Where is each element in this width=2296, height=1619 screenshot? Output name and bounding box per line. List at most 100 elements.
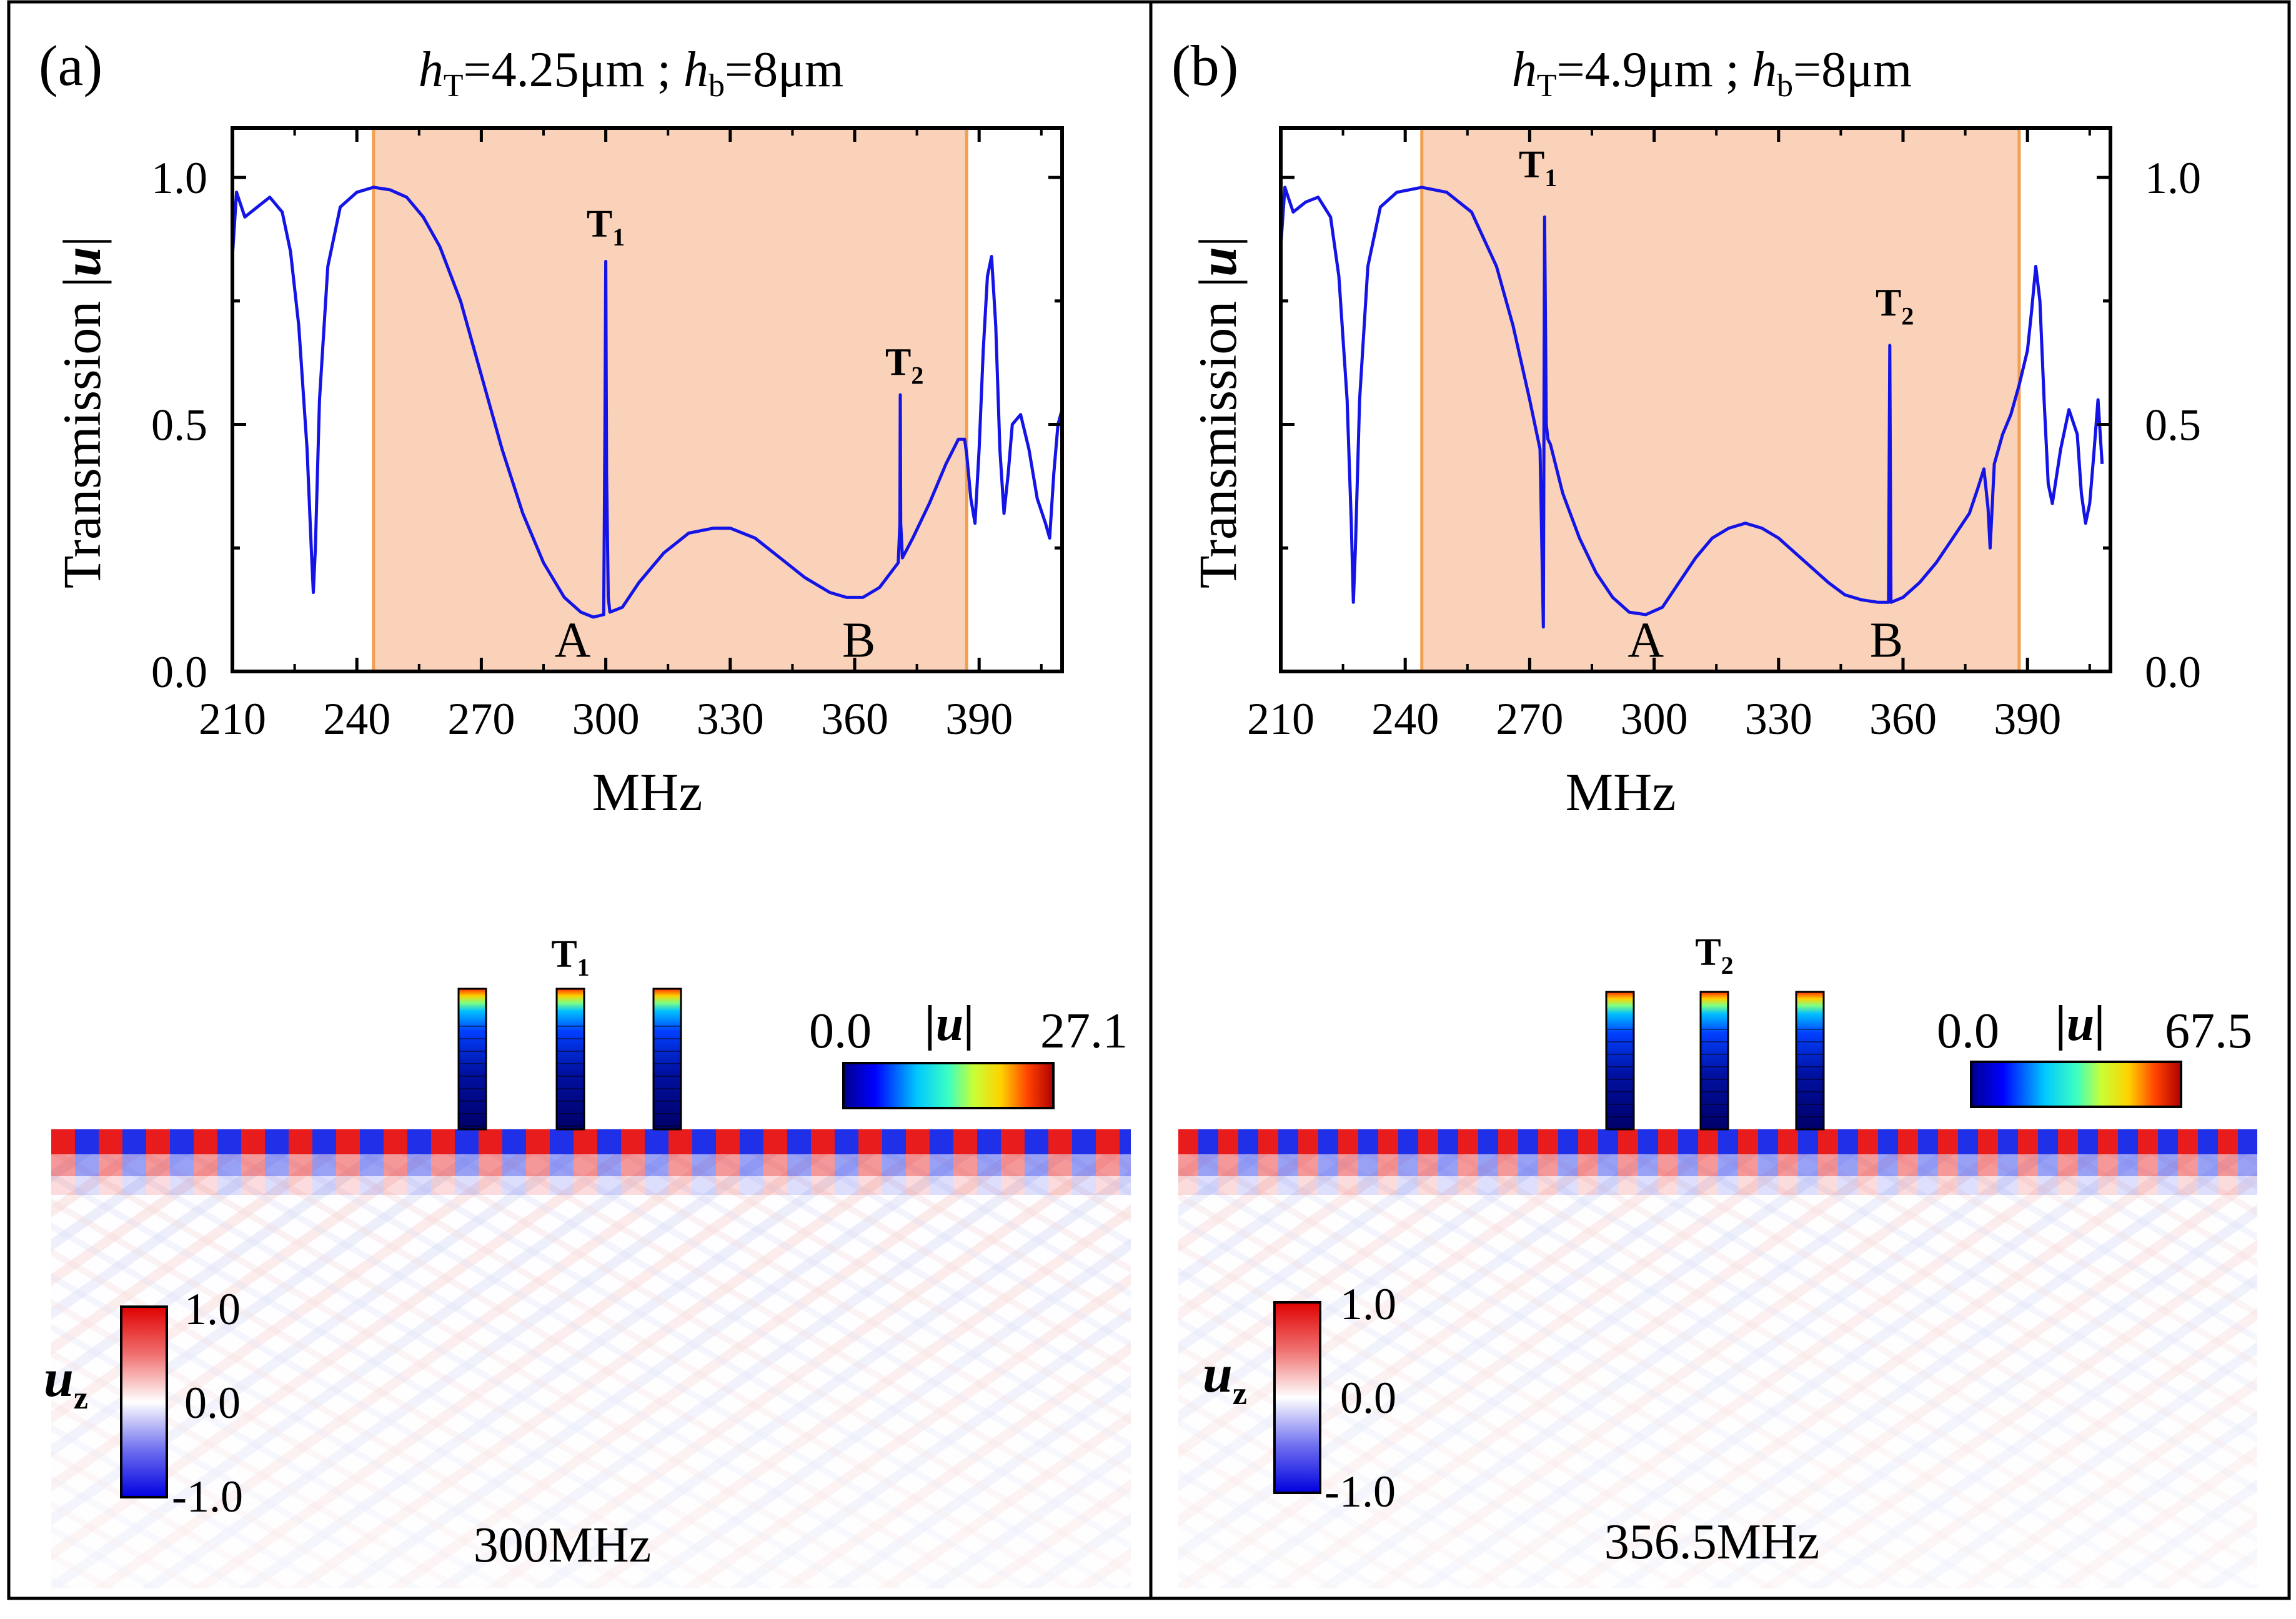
wave-cell-fade2 [1398,1176,1418,1195]
wave-cell-fade2 [2018,1176,2038,1195]
wave-cell [1458,1129,1478,1154]
wave-cell-fade [1458,1154,1478,1176]
wave-cell-fade2 [550,1176,574,1195]
wave-cell-fade [2118,1154,2138,1176]
wave-cell-fade2 [1298,1176,1318,1195]
wave-cell [2138,1129,2158,1154]
wave-cell [1198,1129,1218,1154]
wave-cell-fade2 [289,1176,312,1195]
wave-cell-fade [312,1154,336,1176]
wave-cell-fade2 [787,1176,811,1195]
wave-cell-fade2 [1518,1176,1538,1195]
wave-cell [1878,1129,1898,1154]
wave-cell-fade [241,1154,265,1176]
x-tick-label: 240 [1371,694,1439,744]
wave-cell [502,1129,526,1154]
wave-cell-fade [597,1154,621,1176]
wave-cell-fade2 [312,1176,336,1195]
pillar [1699,991,1729,1131]
wave-cell-fade [360,1154,384,1176]
wave-cell-fade [1758,1154,1778,1176]
wave-cell-fade2 [1878,1176,1898,1195]
wave-cell [455,1129,479,1154]
marker-label-t1: T1 [587,203,625,251]
y-tick-label: 1.0 [151,153,207,203]
wave-cell-fade2 [953,1176,977,1195]
wave-cell [217,1129,241,1154]
wave-cell-fade [479,1154,502,1176]
wave-cell-fade2 [1718,1176,1738,1195]
panel-title: hT=4.9μm ; hb=8μm [1512,42,1912,104]
wave-cell-fade2 [360,1176,384,1195]
wave-cell [1638,1129,1658,1154]
wave-cell-fade2 [1025,1176,1048,1195]
u-colorbar [1970,1061,2182,1108]
wave-cell [1178,1129,1198,1154]
wave-cell [1838,1129,1858,1154]
wave-cell-fade2 [431,1176,455,1195]
marker-label-t1: T1 [1519,144,1557,192]
wave-cell-fade [2138,1154,2158,1176]
wave-cell-fade2 [217,1176,241,1195]
wave-cell-fade2 [692,1176,716,1195]
wave-cell-fade2 [1798,1176,1818,1195]
wave-cell [2198,1129,2218,1154]
wave-cell-fade [621,1154,645,1176]
y-tick-label: 1.0 [2145,153,2201,203]
y-tick-label: 0.0 [2145,647,2201,697]
band-fill [1421,128,2019,671]
wave-cell-fade [716,1154,740,1176]
uz-colorbar-top: 1.0 [1340,1279,1396,1329]
wave-cell [1438,1129,1458,1154]
wave-cell-fade2 [526,1176,550,1195]
wave-cell-fade2 [574,1176,597,1195]
wave-cell-fade2 [2058,1176,2078,1195]
wave-cell-fade [1898,1154,1918,1176]
wave-cell-fade [526,1154,550,1176]
wave-cell-fade2 [265,1176,289,1195]
field-map: T1 0.0 |u| 27.1 1.0 0.0 -1.0 uz 300MHz [44,933,1131,1588]
wave-cell [1758,1129,1778,1154]
surface-wave [1178,1129,2257,1195]
wave-cell-fade2 [2158,1176,2178,1195]
wave-cell-fade2 [1258,1176,1278,1195]
wave-cell-fade2 [2178,1176,2198,1195]
wave-cell-fade [407,1154,431,1176]
wave-cell [289,1129,312,1154]
marker-label-a: A [1628,613,1664,668]
wave-cell-fade [692,1154,716,1176]
wave-cell-fade2 [455,1176,479,1195]
pillar [1605,991,1635,1131]
wave-cell-fade [1498,1154,1518,1176]
wave-cell-fade2 [1120,1176,1131,1195]
wave-cell-fade [1818,1154,1838,1176]
wave-cell-fade2 [1238,1176,1258,1195]
x-tick-label: 300 [572,694,640,744]
wave-cell-fade [1198,1154,1218,1176]
wave-cell [763,1129,787,1154]
pillar [457,988,487,1131]
wave-cell-fade [550,1154,574,1176]
wave-cell-fade2 [597,1176,621,1195]
u-colorbar-title: |u| [925,996,975,1051]
wave-cell [953,1129,977,1154]
x-axis-ticks: 210 240 270 300 330 360 390 [1247,128,2091,744]
pillar [652,988,682,1131]
transmission-line [1279,186,2104,629]
wave-cell-fade [977,1154,1001,1176]
frequency-label: 356.5MHz [1604,1515,1819,1570]
wave-cell-fade2 [977,1176,1001,1195]
wave-cell-fade [1658,1154,1678,1176]
wave-cell-fade2 [1638,1176,1658,1195]
uz-colorbar-mid: 0.0 [1340,1373,1396,1423]
wave-cell [1120,1129,1131,1154]
wave-cell-fade [1798,1154,1818,1176]
wave-cell-fade2 [1818,1176,1838,1195]
y-axis-ticks: 0.0 0.5 1.0 [1281,153,2201,697]
wave-cell [1718,1129,1738,1154]
wave-cell [1318,1129,1338,1154]
marker-label-t2: T2 [1876,282,1914,330]
wave-cell [977,1129,1001,1154]
x-axis-ticks: 210 240 270 300 330 360 390 [199,128,1043,744]
wave-cell-fade2 [170,1176,194,1195]
